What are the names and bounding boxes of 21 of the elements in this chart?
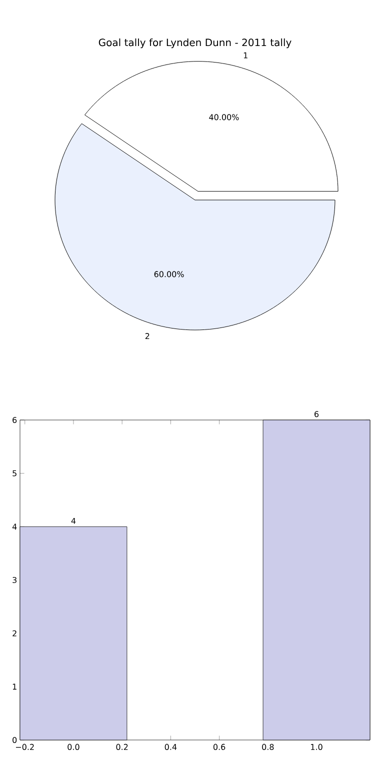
y-tick-label: 3: [12, 576, 16, 584]
x-tick-label: 0.6: [213, 744, 226, 750]
y-tick-label: 6: [12, 416, 17, 424]
x-tick-label: 0.4: [164, 744, 177, 750]
x-tick-label: −0.2: [16, 744, 34, 750]
data-label: 4: [71, 518, 76, 524]
chart-title: Goal tally for Lynden Dunn - 2011 tally: [98, 38, 292, 48]
x-tick-label: 0.0: [68, 744, 80, 750]
data-label: 6: [314, 411, 319, 418]
y-tick-label: 4: [12, 524, 17, 530]
x-tick-label: 1.0: [311, 744, 322, 750]
data-label: 60.00%: [154, 271, 184, 278]
slice-label: 1: [244, 52, 248, 58]
data-label: 40.00%: [209, 114, 239, 120]
y-tick-label: 2: [12, 630, 16, 636]
y-tick-label: 0: [12, 736, 17, 744]
y-tick-label: 1: [12, 684, 16, 690]
x-tick-label: 0.2: [116, 744, 128, 750]
slice-label: 2: [145, 333, 150, 339]
y-tick-label: 5: [12, 470, 16, 476]
x-tick-label: 0.8: [262, 744, 274, 750]
